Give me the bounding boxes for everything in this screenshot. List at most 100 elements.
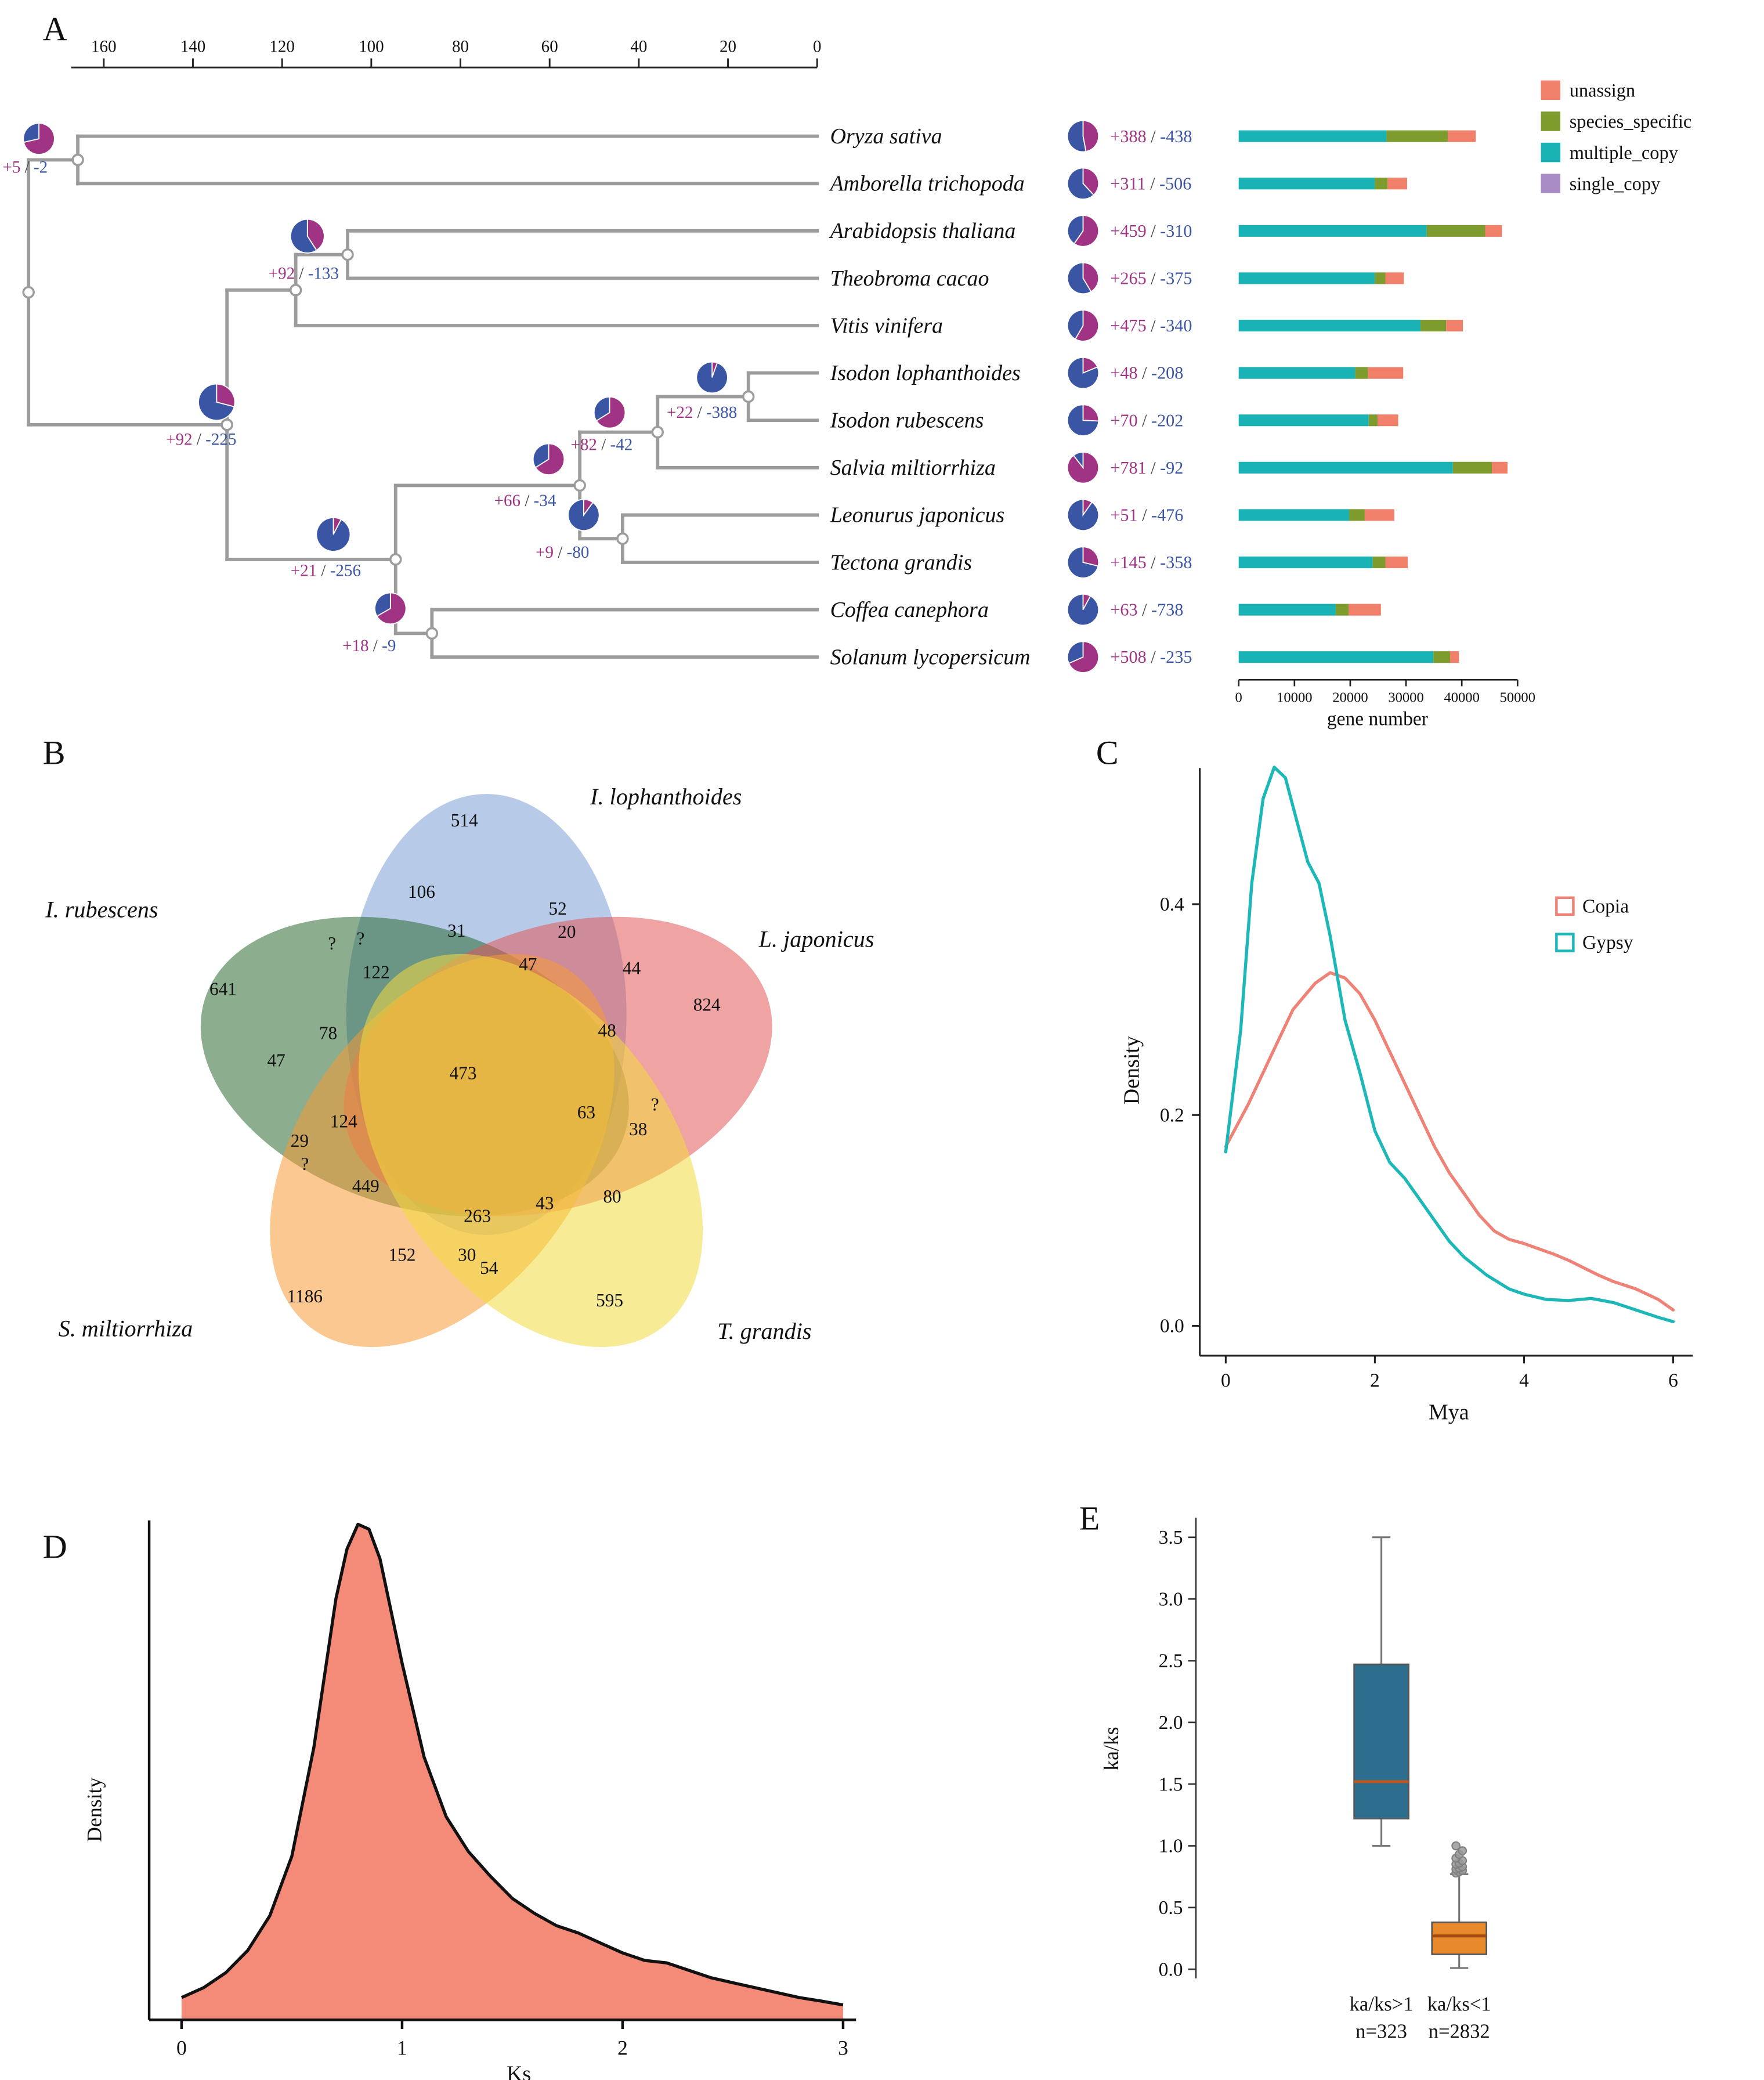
time-tick-label: 60 bbox=[541, 37, 558, 56]
gene-bar-unassign bbox=[1349, 604, 1381, 616]
venn-region-count: 20 bbox=[558, 922, 576, 942]
gene-bar-species_specific bbox=[1349, 509, 1365, 521]
venn-set-label: S. miltiorrhiza bbox=[59, 1315, 193, 1341]
kaks-boxplot-panel: 0.0 0.5 1.0 1.5 2.0 2.5 3.0 3.5 ka/ks ka/ks>1 n=32… bbox=[1100, 1518, 1491, 2043]
gene-bar-species_specific bbox=[1375, 178, 1388, 190]
gain-loss-label: +5 / -2 bbox=[2, 158, 48, 176]
venn-region-count: 47 bbox=[267, 1050, 285, 1070]
x-axis-label: Ks bbox=[507, 2061, 531, 2080]
gene-bar-multiple_copy bbox=[1238, 272, 1375, 284]
species-name: Isodon lophanthoides bbox=[830, 361, 1021, 385]
x-axis-label: Mya bbox=[1429, 1400, 1469, 1424]
time-tick-label: 40 bbox=[630, 37, 647, 56]
venn-region-count: 263 bbox=[464, 1206, 491, 1226]
venn-region-count: ? bbox=[356, 928, 364, 948]
venn-region-count: 78 bbox=[319, 1023, 337, 1043]
gain-loss-label: +145 / -358 bbox=[1110, 552, 1192, 572]
y-tick-label: 0.0 bbox=[1160, 1316, 1184, 1337]
tree-node bbox=[425, 627, 439, 640]
time-tick-label: 160 bbox=[91, 37, 117, 56]
gain-loss-pie bbox=[1067, 167, 1100, 200]
gain-loss-pie bbox=[1067, 356, 1100, 389]
boxplot-2 bbox=[1431, 1841, 1487, 1969]
species-name: Oryza sativa bbox=[830, 124, 942, 149]
gain-loss-pie bbox=[593, 396, 626, 429]
gene-bar-unassign bbox=[1385, 556, 1408, 569]
bar-axis-tick-label: 30000 bbox=[1388, 689, 1423, 705]
venn-set-label: L. japonicus bbox=[758, 926, 874, 952]
gain-loss-label: +18 / -9 bbox=[342, 637, 396, 655]
venn-region-count: 43 bbox=[536, 1193, 554, 1213]
y-tick-label: 1.0 bbox=[1159, 1836, 1183, 1857]
gain-loss-pie bbox=[316, 517, 351, 552]
gain-loss-pie bbox=[1067, 262, 1100, 295]
axes bbox=[1192, 768, 1693, 1364]
gain-loss-label: +388 / -438 bbox=[1110, 127, 1192, 146]
tree-node bbox=[22, 286, 35, 299]
gain-loss-label: +265 / -375 bbox=[1110, 269, 1192, 288]
gene-bar-multiple_copy bbox=[1238, 178, 1375, 190]
gain-loss-label: +21 / -256 bbox=[291, 561, 361, 580]
ks-density-outline bbox=[180, 1522, 844, 2007]
gene-bar-multiple_copy bbox=[1238, 651, 1434, 663]
gene-bar-unassign bbox=[1385, 272, 1404, 284]
y-axis bbox=[1188, 1518, 1197, 1978]
panel-label-d: D bbox=[42, 1528, 67, 1566]
box-label: ka/ks>1 bbox=[1350, 1994, 1414, 2016]
venn-region-count: 52 bbox=[549, 898, 567, 919]
venn-region-count: 641 bbox=[209, 978, 237, 999]
gene-bar-unassign bbox=[1492, 461, 1508, 474]
species-name: Leonurus japonicus bbox=[830, 503, 1005, 528]
gene-bar-species_specific bbox=[1452, 461, 1492, 474]
x-tick-label: 0 bbox=[176, 2036, 187, 2060]
ks-density-panel: 0 1 2 3 Ks Density bbox=[82, 1520, 856, 2080]
gain-loss-pie bbox=[1067, 452, 1100, 484]
panel-label-a: A bbox=[42, 10, 67, 48]
gene-bar-unassign bbox=[1378, 414, 1398, 427]
outlier-point bbox=[1458, 1846, 1467, 1855]
legend-label: single_copy bbox=[1570, 174, 1661, 194]
gene-bar-multiple_copy bbox=[1238, 367, 1355, 379]
time-tick-label: 0 bbox=[813, 37, 822, 56]
species-name: Vitis vinifera bbox=[830, 313, 943, 338]
y-axis-label: ka/ks bbox=[1100, 1727, 1123, 1770]
bar-axis-label: gene number bbox=[1327, 709, 1428, 730]
gene-bar-multiple_copy bbox=[1238, 556, 1373, 569]
gene-bar-species_specific bbox=[1372, 556, 1386, 569]
venn-region-count: 152 bbox=[388, 1245, 415, 1265]
gene-bar-multiple_copy bbox=[1238, 414, 1369, 427]
venn-region-count: 449 bbox=[352, 1176, 379, 1196]
time-axis bbox=[71, 58, 818, 68]
venn-region-count: ? bbox=[301, 1154, 309, 1174]
gene-bar-unassign bbox=[1446, 319, 1463, 332]
gene-bar-unassign bbox=[1364, 509, 1394, 521]
gain-loss-label: +9 / -80 bbox=[536, 543, 589, 562]
gene-bar-multiple_copy bbox=[1238, 130, 1387, 142]
tree-node bbox=[573, 479, 586, 492]
box-n-label: n=2832 bbox=[1429, 2021, 1490, 2043]
x-tick-label: 3 bbox=[838, 2036, 848, 2060]
legend-swatch bbox=[1555, 933, 1575, 952]
gain-loss-pie bbox=[1067, 546, 1100, 579]
gene-bar-species_specific bbox=[1420, 319, 1447, 332]
y-tick-label: 3.0 bbox=[1159, 1588, 1183, 1610]
legend-label: species_specific bbox=[1570, 111, 1692, 132]
species-name: Arabidopsis thaliana bbox=[829, 219, 1016, 243]
gene-bar-multiple_copy bbox=[1238, 319, 1421, 332]
gain-loss-label: +781 / -92 bbox=[1110, 458, 1183, 478]
time-tick-label: 100 bbox=[359, 37, 384, 56]
gene-bar-unassign bbox=[1387, 178, 1407, 190]
y-tick-label: 1.5 bbox=[1159, 1774, 1183, 1795]
phylogeny-panel: 160 140 120 100 80 60 40 20 0 +5 / -2 +92 / -133 +9… bbox=[2, 37, 1692, 730]
box-n-label: n=323 bbox=[1355, 2021, 1407, 2043]
legend-swatch bbox=[1555, 896, 1575, 916]
y-tick-label: 0.4 bbox=[1160, 894, 1184, 915]
bar-axis-tick-label: 20000 bbox=[1332, 689, 1368, 705]
legend-swatch bbox=[1541, 174, 1561, 194]
panel-label-b: B bbox=[42, 734, 66, 772]
gain-loss-label: +92 / -133 bbox=[269, 265, 339, 283]
venn-region-count: 48 bbox=[598, 1020, 616, 1041]
gain-loss-label: +22 / -388 bbox=[667, 403, 737, 422]
legend-swatch bbox=[1541, 111, 1561, 131]
x-tick-label: 1 bbox=[397, 2036, 407, 2060]
